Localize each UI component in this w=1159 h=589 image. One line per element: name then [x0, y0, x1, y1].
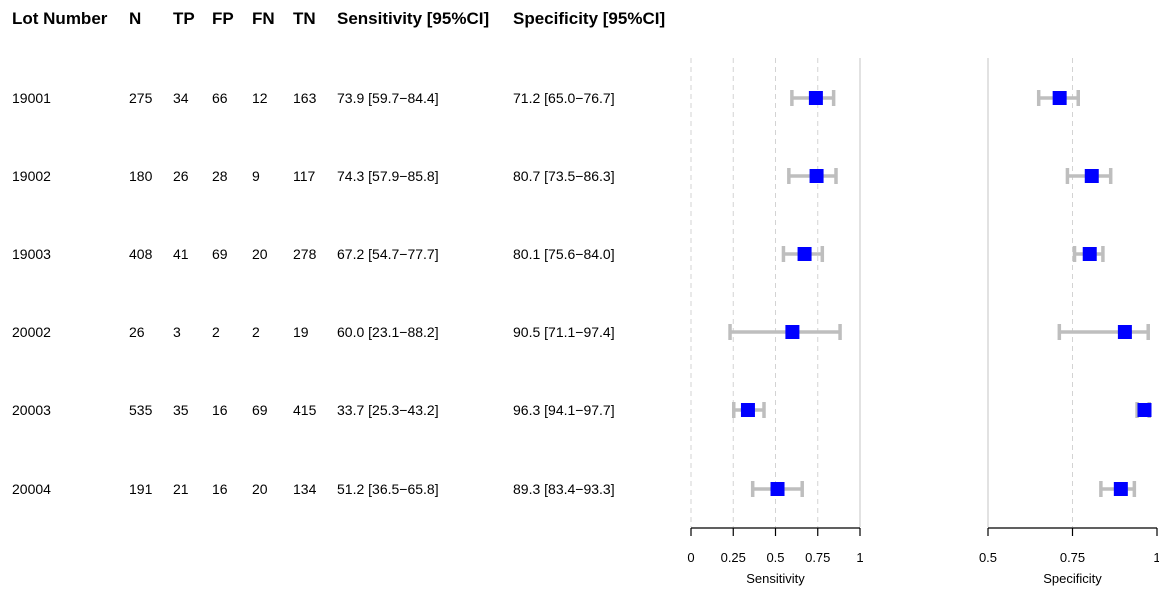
- cell-n: 275: [129, 90, 153, 106]
- x-tick-label: 0: [687, 550, 694, 565]
- x-tick-label: 0.75: [805, 550, 830, 565]
- cell-fn: 2: [252, 324, 260, 340]
- cell-sensitivity: 51.2 [36.5−65.8]: [337, 481, 439, 497]
- x-tick-label: 0.25: [721, 550, 746, 565]
- cell-fp: 16: [212, 481, 228, 497]
- cell-lot-number: 19003: [12, 246, 51, 262]
- cell-fp: 69: [212, 246, 228, 262]
- cell-tp: 26: [173, 168, 189, 184]
- cell-n: 180: [129, 168, 153, 184]
- cell-tp: 35: [173, 402, 189, 418]
- cell-sensitivity: 67.2 [54.7−77.7]: [337, 246, 439, 262]
- cell-tn: 117: [293, 168, 316, 184]
- header-fn: FN: [252, 9, 275, 28]
- x-tick-label: 1: [1153, 550, 1159, 565]
- point-estimate: [1113, 482, 1128, 496]
- cell-fp: 28: [212, 168, 228, 184]
- cell-fn: 20: [252, 481, 268, 497]
- header-n: N: [129, 9, 142, 28]
- cell-specificity: 71.2 [65.0−76.7]: [513, 90, 615, 106]
- cell-specificity: 89.3 [83.4−93.3]: [513, 481, 615, 497]
- cell-fn: 20: [252, 246, 268, 262]
- cell-sensitivity: 73.9 [59.7−84.4]: [337, 90, 439, 106]
- cell-tn: 415: [293, 402, 317, 418]
- header-tn: TN: [293, 9, 316, 28]
- point-estimate: [808, 91, 823, 105]
- cell-sensitivity: 33.7 [25.3−43.2]: [337, 402, 439, 418]
- cell-fn: 69: [252, 402, 268, 418]
- point-estimate: [797, 247, 812, 261]
- cell-fp: 66: [212, 90, 228, 106]
- x-tick-label: 0.5: [979, 550, 997, 565]
- cell-tp: 3: [173, 324, 181, 340]
- point-estimate: [809, 169, 824, 183]
- cell-specificity: 80.7 [73.5−86.3]: [513, 168, 615, 184]
- cell-specificity: 96.3 [94.1−97.7]: [513, 402, 615, 418]
- point-estimate: [1117, 325, 1132, 339]
- cell-tp: 34: [173, 90, 189, 106]
- cell-lot-number: 20002: [12, 324, 51, 340]
- x-axis-label: Sensitivity: [746, 571, 805, 586]
- cell-tn: 163: [293, 90, 317, 106]
- cell-tp: 41: [173, 246, 189, 262]
- cell-n: 26: [129, 324, 145, 340]
- point-estimate: [770, 482, 785, 496]
- cell-lot-number: 19001: [12, 90, 51, 106]
- x-axis-label: Specificity: [1043, 571, 1102, 586]
- cell-fn: 9: [252, 168, 260, 184]
- header-lot-number: Lot Number: [12, 9, 108, 28]
- header-tp: TP: [173, 9, 195, 28]
- cell-fn: 12: [252, 90, 268, 106]
- cell-n: 191: [129, 481, 153, 497]
- x-tick-label: 1: [856, 550, 863, 565]
- cell-lot-number: 19002: [12, 168, 51, 184]
- cell-lot-number: 20004: [12, 481, 51, 497]
- cell-n: 535: [129, 402, 153, 418]
- cell-specificity: 90.5 [71.1−97.4]: [513, 324, 615, 340]
- cell-tn: 134: [293, 481, 317, 497]
- cell-fp: 2: [212, 324, 220, 340]
- header-specificity: Specificity [95%CI]: [513, 9, 666, 28]
- header-sensitivity: Sensitivity [95%CI]: [337, 9, 490, 28]
- point-estimate: [785, 325, 800, 339]
- point-estimate: [1052, 91, 1067, 105]
- x-tick-label: 0.75: [1060, 550, 1085, 565]
- point-estimate: [740, 403, 755, 417]
- point-estimate: [1137, 403, 1152, 417]
- cell-tn: 19: [293, 324, 309, 340]
- cell-fp: 16: [212, 402, 228, 418]
- point-estimate: [1084, 169, 1099, 183]
- header-fp: FP: [212, 9, 234, 28]
- cell-specificity: 80.1 [75.6−84.0]: [513, 246, 615, 262]
- x-tick-label: 0.5: [766, 550, 784, 565]
- cell-sensitivity: 74.3 [57.9−85.8]: [337, 168, 439, 184]
- cell-sensitivity: 60.0 [23.1−88.2]: [337, 324, 439, 340]
- cell-tp: 21: [173, 481, 189, 497]
- cell-tn: 278: [293, 246, 317, 262]
- cell-n: 408: [129, 246, 153, 262]
- cell-lot-number: 20003: [12, 402, 51, 418]
- point-estimate: [1082, 247, 1097, 261]
